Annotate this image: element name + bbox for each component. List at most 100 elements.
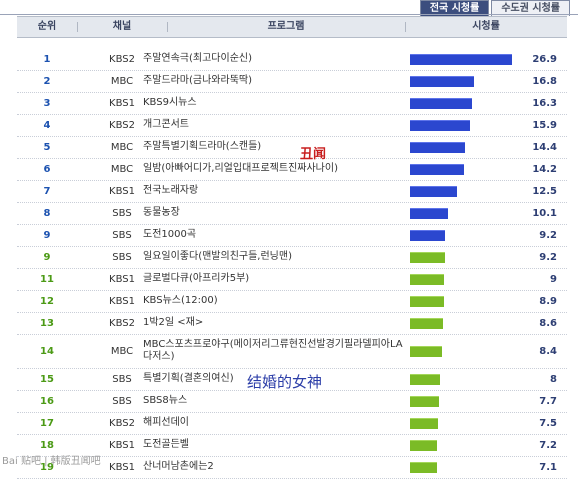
rating-value: 10.1 xyxy=(532,207,557,219)
channel-name: SBS xyxy=(112,395,132,407)
rating-tabs: 전국 시청률 수도권 시청률 xyxy=(419,0,570,16)
channel-name: MBC xyxy=(110,345,134,357)
table-row: 5 MBC 주말특별기획드라마(스캔들) 14.4 xyxy=(17,136,567,159)
rating-bar xyxy=(410,98,472,109)
rank-number: 3 xyxy=(43,97,51,109)
watermark: Bai 贴吧 | 韩版丑闻吧 xyxy=(2,456,101,467)
table-row: 6 MBC 일밤(아빠어디가,리얼입대프로젝트진짜사나이) 14.2 xyxy=(17,158,567,181)
rank-number: 17 xyxy=(40,417,54,429)
rating-value: 14.2 xyxy=(532,163,557,175)
program-name: 1박2일 <재> xyxy=(143,317,204,328)
rating-bar xyxy=(410,296,444,307)
table-row: 13 KBS2 1박2일 <재> 8.6 xyxy=(17,312,567,335)
channel-name: KBS1 xyxy=(109,185,135,197)
rating-value: 15.9 xyxy=(532,119,557,131)
rating-value: 7.1 xyxy=(539,461,557,473)
tab-national-rating[interactable]: 전국 시청률 xyxy=(419,0,490,16)
program-name: 전국노래자랑 xyxy=(143,185,199,196)
program-name: MBC스포츠프로야구(메이저리그류현진선발경기필라델피아LA다저스) xyxy=(143,339,403,362)
rank-number: 13 xyxy=(40,317,54,329)
rating-bar xyxy=(410,462,437,473)
program-name: 일요일이좋다(맨발의친구들,런닝맨) xyxy=(143,251,292,262)
table-row: 14 MBC MBC스포츠프로야구(메이저리그류현진선발경기필라델피아LA다저스) 8… xyxy=(17,334,567,369)
rating-bar xyxy=(410,396,439,407)
rank-number: 11 xyxy=(40,273,54,285)
rank-number: 14 xyxy=(40,345,54,357)
rank-number: 19 xyxy=(40,461,54,473)
table-row: 9 SBS 도전1000곡 9.2 xyxy=(17,224,567,247)
rating-value: 8.6 xyxy=(539,317,557,329)
channel-name: KBS2 xyxy=(109,119,135,131)
rating-bar xyxy=(410,186,457,197)
table-row: 12 KBS1 KBS뉴스(12:00) 8.9 xyxy=(17,290,567,313)
channel-name: MBC xyxy=(110,75,134,87)
header-channel: 채널 xyxy=(112,21,132,32)
rating-value: 9.2 xyxy=(539,229,557,241)
rank-number: 18 xyxy=(40,439,54,451)
rank-number: 8 xyxy=(43,207,51,219)
table-row: 7 KBS1 전국노래자랑 12.5 xyxy=(17,180,567,203)
tab-capital-rating[interactable]: 수도권 시청률 xyxy=(491,0,570,16)
channel-name: MBC xyxy=(110,163,134,175)
program-name: 글로벌다큐(아프리카5부) xyxy=(143,273,250,284)
header-separator xyxy=(77,22,78,32)
header-rank: 순위 xyxy=(37,21,57,32)
table-row: 1 KBS2 주말연속극(최고다이순신) 26.9 xyxy=(17,48,567,71)
rank-number: 9 xyxy=(43,251,51,263)
channel-name: MBC xyxy=(110,141,134,153)
program-name: 산너머남촌에는2 xyxy=(143,461,214,472)
table-row: 2 MBC 주말드라마(금나와라뚝딱) 16.8 xyxy=(17,70,567,93)
channel-name: SBS xyxy=(112,373,132,385)
channel-name: KBS1 xyxy=(109,97,135,109)
rating-value: 26.9 xyxy=(532,53,557,65)
rank-number: 15 xyxy=(40,373,54,385)
rating-value: 8.4 xyxy=(539,345,557,357)
rating-bar xyxy=(410,120,470,131)
rating-value: 7.2 xyxy=(539,439,557,451)
channel-name: KBS1 xyxy=(109,439,135,451)
rating-bar xyxy=(410,346,442,357)
channel-name: KBS2 xyxy=(109,317,135,329)
table-row: 9 SBS 일요일이좋다(맨발의친구들,런닝맨) 9.2 xyxy=(17,246,567,269)
rating-bar xyxy=(410,274,444,285)
program-name: 해피선데이 xyxy=(143,417,189,428)
rank-number: 4 xyxy=(43,119,51,131)
annotation-scandal: 丑闻 xyxy=(300,147,327,162)
program-name: KBS9시뉴스 xyxy=(143,97,197,108)
program-name: 도전골든벨 xyxy=(143,439,189,450)
table-row: 15 SBS 특별기획(결혼의여신) 8 xyxy=(17,368,567,391)
rating-bar xyxy=(410,418,438,429)
ratings-panel xyxy=(0,14,578,473)
rating-value: 14.4 xyxy=(532,141,557,153)
channel-name: KBS1 xyxy=(109,273,135,285)
rank-number: 9 xyxy=(43,229,51,241)
header-separator xyxy=(405,22,406,32)
channel-name: SBS xyxy=(112,251,132,263)
table-row: 18 KBS1 도전골든벨 7.2 xyxy=(17,434,567,457)
program-name: 주말특별기획드라마(스캔들) xyxy=(143,141,262,152)
channel-name: KBS2 xyxy=(109,53,135,65)
table-row: 4 KBS2 개그콘서트 15.9 xyxy=(17,114,567,137)
channel-name: KBS2 xyxy=(109,417,135,429)
channel-name: KBS1 xyxy=(109,461,135,473)
table-header: 순위 채널 프로그램 시청률 xyxy=(17,16,567,38)
program-name: SBS8뉴스 xyxy=(143,395,188,406)
program-name: 동물농장 xyxy=(143,207,180,218)
rating-value: 16.3 xyxy=(532,97,557,109)
annotation-goddess: 结婚的女神 xyxy=(247,373,323,391)
program-name: 도전1000곡 xyxy=(143,229,197,240)
table-row: 17 KBS2 해피선데이 7.5 xyxy=(17,412,567,435)
rating-bar xyxy=(410,54,512,65)
rating-value: 7.5 xyxy=(539,417,557,429)
table-row: 8 SBS 동물농장 10.1 xyxy=(17,202,567,225)
rank-number: 6 xyxy=(43,163,51,175)
rank-number: 1 xyxy=(43,53,51,65)
rating-bar xyxy=(410,374,440,385)
program-name: 개그콘서트 xyxy=(143,119,189,130)
rating-bar xyxy=(410,252,445,263)
rank-number: 2 xyxy=(43,75,51,87)
program-name: 특별기획(결혼의여신) xyxy=(143,373,234,384)
channel-name: SBS xyxy=(112,207,132,219)
rank-number: 7 xyxy=(43,185,51,197)
program-name: 주말연속극(최고다이순신) xyxy=(143,53,253,64)
